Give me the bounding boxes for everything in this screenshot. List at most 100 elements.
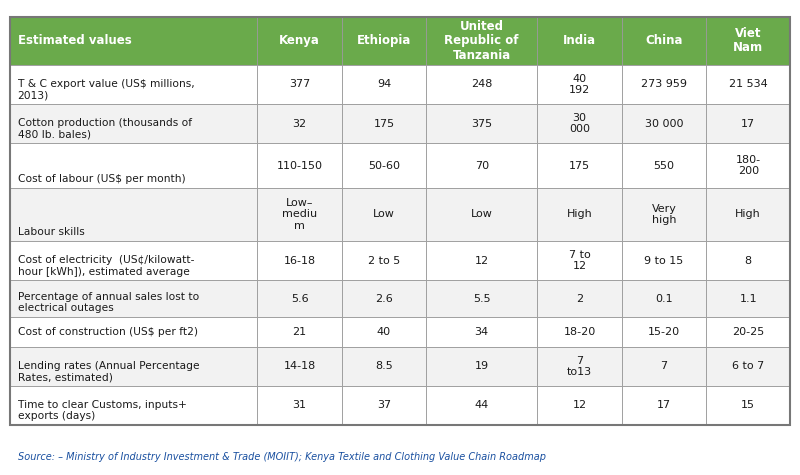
Text: India: India [563, 34, 596, 47]
Text: 14-18: 14-18 [283, 361, 316, 371]
Text: 7
to13: 7 to13 [567, 356, 592, 377]
Bar [426, 347, 538, 386]
Bar [258, 17, 342, 65]
Text: 377: 377 [289, 79, 310, 89]
Bar [258, 188, 342, 241]
Bar [342, 241, 426, 280]
Text: High: High [566, 209, 593, 219]
Bar [538, 241, 622, 280]
Bar [706, 17, 790, 65]
Text: Labour skills: Labour skills [18, 228, 84, 238]
Bar [706, 241, 790, 280]
Text: 7: 7 [660, 361, 667, 371]
Text: Time to clear Customs, inputs+
exports (days): Time to clear Customs, inputs+ exports (… [18, 400, 186, 421]
Text: 2 to 5: 2 to 5 [368, 256, 400, 266]
Bar [706, 104, 790, 143]
Bar [622, 104, 706, 143]
Text: Cost of electricity  (US¢/kilowatt-
hour [kWh]), estimated average: Cost of electricity (US¢/kilowatt- hour … [18, 256, 194, 276]
Bar [538, 280, 622, 317]
Text: 8.5: 8.5 [375, 361, 393, 371]
Bar [342, 386, 426, 425]
Text: 40
192: 40 192 [569, 74, 590, 95]
Bar [258, 347, 342, 386]
Text: 19: 19 [474, 361, 489, 371]
Bar [622, 347, 706, 386]
Bar [538, 188, 622, 241]
Bar [426, 241, 538, 280]
Bar [706, 347, 790, 386]
Text: 44: 44 [474, 400, 489, 410]
Text: 7 to
12: 7 to 12 [569, 250, 590, 271]
Bar [426, 104, 538, 143]
Bar [342, 17, 426, 65]
Bar [538, 65, 622, 104]
Text: United
Republic of
Tanzania: United Republic of Tanzania [445, 20, 519, 62]
Bar [426, 317, 538, 347]
Text: 30 000: 30 000 [645, 119, 683, 129]
Text: 18-20: 18-20 [563, 327, 596, 337]
Bar [622, 241, 706, 280]
Bar [706, 188, 790, 241]
Text: Viet
Nam: Viet Nam [733, 27, 763, 55]
Text: 273 959: 273 959 [641, 79, 687, 89]
Text: T & C export value (US$ millions,
2013): T & C export value (US$ millions, 2013) [18, 79, 194, 100]
Text: Low: Low [373, 209, 395, 219]
Bar [10, 386, 258, 425]
Text: 1.1: 1.1 [739, 294, 757, 304]
Bar [426, 65, 538, 104]
Bar [10, 188, 258, 241]
Bar [342, 65, 426, 104]
Text: 21 534: 21 534 [729, 79, 768, 89]
Bar [622, 280, 706, 317]
Text: 17: 17 [657, 400, 671, 410]
Bar [538, 104, 622, 143]
Text: 375: 375 [471, 119, 492, 129]
Bar [10, 317, 258, 347]
Text: 17: 17 [741, 119, 755, 129]
Text: 6 to 7: 6 to 7 [732, 361, 764, 371]
Text: 37: 37 [377, 400, 391, 410]
Text: 40: 40 [377, 327, 391, 337]
Text: 15-20: 15-20 [648, 327, 680, 337]
Text: 2: 2 [576, 294, 583, 304]
Text: 12: 12 [573, 400, 586, 410]
Text: Estimated values: Estimated values [18, 34, 131, 47]
Bar [538, 386, 622, 425]
Text: Cotton production (thousands of
480 lb. bales): Cotton production (thousands of 480 lb. … [18, 118, 192, 140]
Bar [426, 386, 538, 425]
Text: 30
000: 30 000 [569, 113, 590, 134]
Text: 2.6: 2.6 [375, 294, 393, 304]
Bar [538, 17, 622, 65]
Bar [622, 188, 706, 241]
Bar [622, 386, 706, 425]
Text: 21: 21 [293, 327, 306, 337]
Text: 20-25: 20-25 [732, 327, 764, 337]
Bar [706, 143, 790, 188]
Text: 32: 32 [293, 119, 306, 129]
Text: Very
high: Very high [651, 204, 676, 225]
Text: Low: Low [470, 209, 493, 219]
Text: 34: 34 [474, 327, 489, 337]
Bar [258, 104, 342, 143]
Text: 31: 31 [293, 400, 306, 410]
Bar [538, 143, 622, 188]
Text: 70: 70 [474, 161, 489, 171]
Bar [258, 241, 342, 280]
Bar [622, 143, 706, 188]
Bar [538, 347, 622, 386]
Text: 15: 15 [742, 400, 755, 410]
Bar [706, 65, 790, 104]
Bar [258, 386, 342, 425]
Text: High: High [735, 209, 761, 219]
Text: 5.5: 5.5 [473, 294, 490, 304]
Bar [706, 386, 790, 425]
Text: Kenya: Kenya [279, 34, 320, 47]
Bar [258, 143, 342, 188]
Text: 16-18: 16-18 [283, 256, 316, 266]
Text: 50-60: 50-60 [368, 161, 400, 171]
Bar [10, 280, 258, 317]
Bar [426, 17, 538, 65]
Bar [622, 65, 706, 104]
Text: 175: 175 [374, 119, 394, 129]
Text: 175: 175 [569, 161, 590, 171]
